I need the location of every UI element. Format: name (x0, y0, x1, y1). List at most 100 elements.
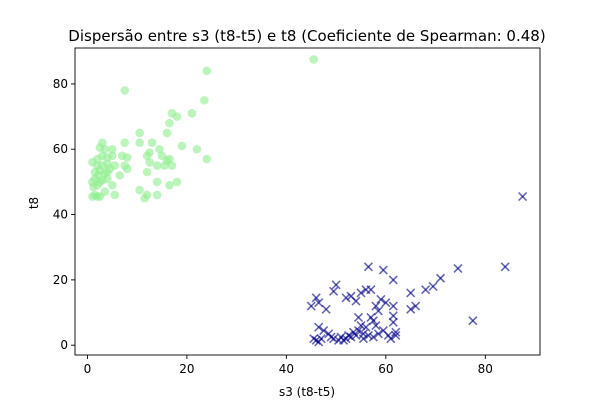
data-point-x (351, 296, 361, 306)
x-tick-label: 60 (378, 362, 393, 376)
x-axis: 0 20 40 60 80 (84, 355, 493, 376)
x-tick-label: 80 (478, 362, 493, 376)
data-point-circle (142, 190, 152, 200)
data-point-circle (200, 95, 209, 105)
data-point-x (356, 321, 366, 331)
y-tick-label: 20 (53, 273, 68, 287)
data-point-x (406, 288, 416, 298)
data-point-x (388, 317, 398, 327)
data-point-circle (122, 153, 132, 162)
data-point-x (368, 316, 378, 326)
data-point-circle (103, 174, 112, 183)
data-point-x (346, 332, 356, 342)
data-point-circle (93, 161, 102, 170)
data-point-x (314, 298, 324, 308)
data-point-circle (152, 177, 162, 187)
data-point-x (421, 285, 431, 295)
data-point-circle (115, 171, 125, 180)
data-point-circle (167, 161, 177, 170)
data-point-x (388, 311, 398, 321)
x-axis-label: s3 (t8-t5) (279, 385, 335, 399)
data-point-circle (187, 109, 197, 118)
data-point-circle (152, 161, 162, 170)
plot-area (88, 55, 528, 347)
data-point-circle (155, 144, 164, 154)
data-point-circle (309, 55, 319, 64)
data-point-x (411, 301, 421, 311)
x-tick-label: 40 (279, 362, 294, 376)
data-point-circle (110, 161, 120, 170)
data-point-x (388, 275, 398, 285)
chart-title: Dispersão entre s3 (t8-t5) e t8 (Coefici… (68, 27, 545, 45)
data-point-x (368, 332, 378, 342)
y-tick-label: 80 (53, 77, 68, 91)
data-point-circle (152, 190, 162, 200)
data-point-circle (107, 144, 117, 154)
data-point-x (371, 321, 381, 331)
data-point-x (329, 286, 339, 296)
data-point-circle (165, 154, 174, 164)
data-point-x (363, 330, 373, 340)
data-point-circle (162, 128, 172, 138)
data-point-x (406, 304, 416, 314)
data-point-x (311, 293, 321, 303)
x-tick-label: 0 (84, 362, 92, 376)
data-point-x (381, 298, 391, 308)
data-point-x (468, 316, 478, 326)
data-point-x (353, 312, 364, 323)
data-point-circle (177, 141, 187, 151)
data-point-circle (98, 138, 107, 148)
data-point-circle (192, 144, 202, 154)
data-point-x (373, 329, 383, 339)
data-point-circle (107, 180, 117, 190)
data-point-x (356, 288, 366, 298)
data-point-circle (172, 177, 182, 187)
y-axis: 0 20 40 60 80 (53, 77, 75, 352)
y-tick-label: 0 (60, 338, 68, 352)
data-point-x (358, 329, 369, 339)
data-point-circle (165, 180, 174, 190)
data-point-x (329, 334, 339, 344)
data-point-circle (202, 154, 212, 164)
data-point-x (353, 325, 364, 336)
data-point-x (428, 281, 438, 291)
data-point-x (453, 263, 463, 274)
data-point-x (319, 325, 329, 336)
data-point-x (366, 285, 376, 295)
data-point-circle (147, 138, 157, 148)
data-point-circle (107, 151, 117, 161)
data-point-x (376, 294, 386, 305)
y-tick-label: 60 (53, 142, 68, 156)
data-point-x (314, 322, 324, 332)
data-point-circle (135, 128, 144, 138)
data-point-x (388, 301, 398, 311)
data-point-x (386, 334, 396, 344)
data-point-x (378, 265, 388, 275)
data-point-x (518, 192, 528, 202)
data-point-circle (145, 158, 154, 167)
x-tick-label: 20 (179, 362, 194, 376)
data-point-x (373, 306, 383, 316)
data-point-x (306, 301, 316, 311)
data-point-x (371, 301, 381, 311)
data-point-circle (100, 187, 110, 197)
data-point-circle (120, 86, 130, 95)
data-point-circle (90, 167, 100, 177)
data-point-circle (120, 138, 130, 148)
data-point-circle (135, 138, 144, 148)
data-point-x (321, 304, 331, 314)
data-point-x (391, 327, 401, 337)
data-point-x (331, 280, 341, 290)
data-point-x (316, 334, 326, 344)
data-point-x (435, 273, 446, 283)
y-axis-label: t8 (27, 197, 41, 209)
data-point-circle (202, 66, 212, 76)
data-point-circle (103, 159, 112, 169)
data-point-circle (122, 164, 132, 174)
data-point-x (341, 293, 351, 303)
data-point-circle (145, 148, 154, 157)
data-point-x (361, 322, 371, 332)
y-tick-label: 40 (53, 208, 68, 222)
data-point-circle (172, 112, 182, 121)
